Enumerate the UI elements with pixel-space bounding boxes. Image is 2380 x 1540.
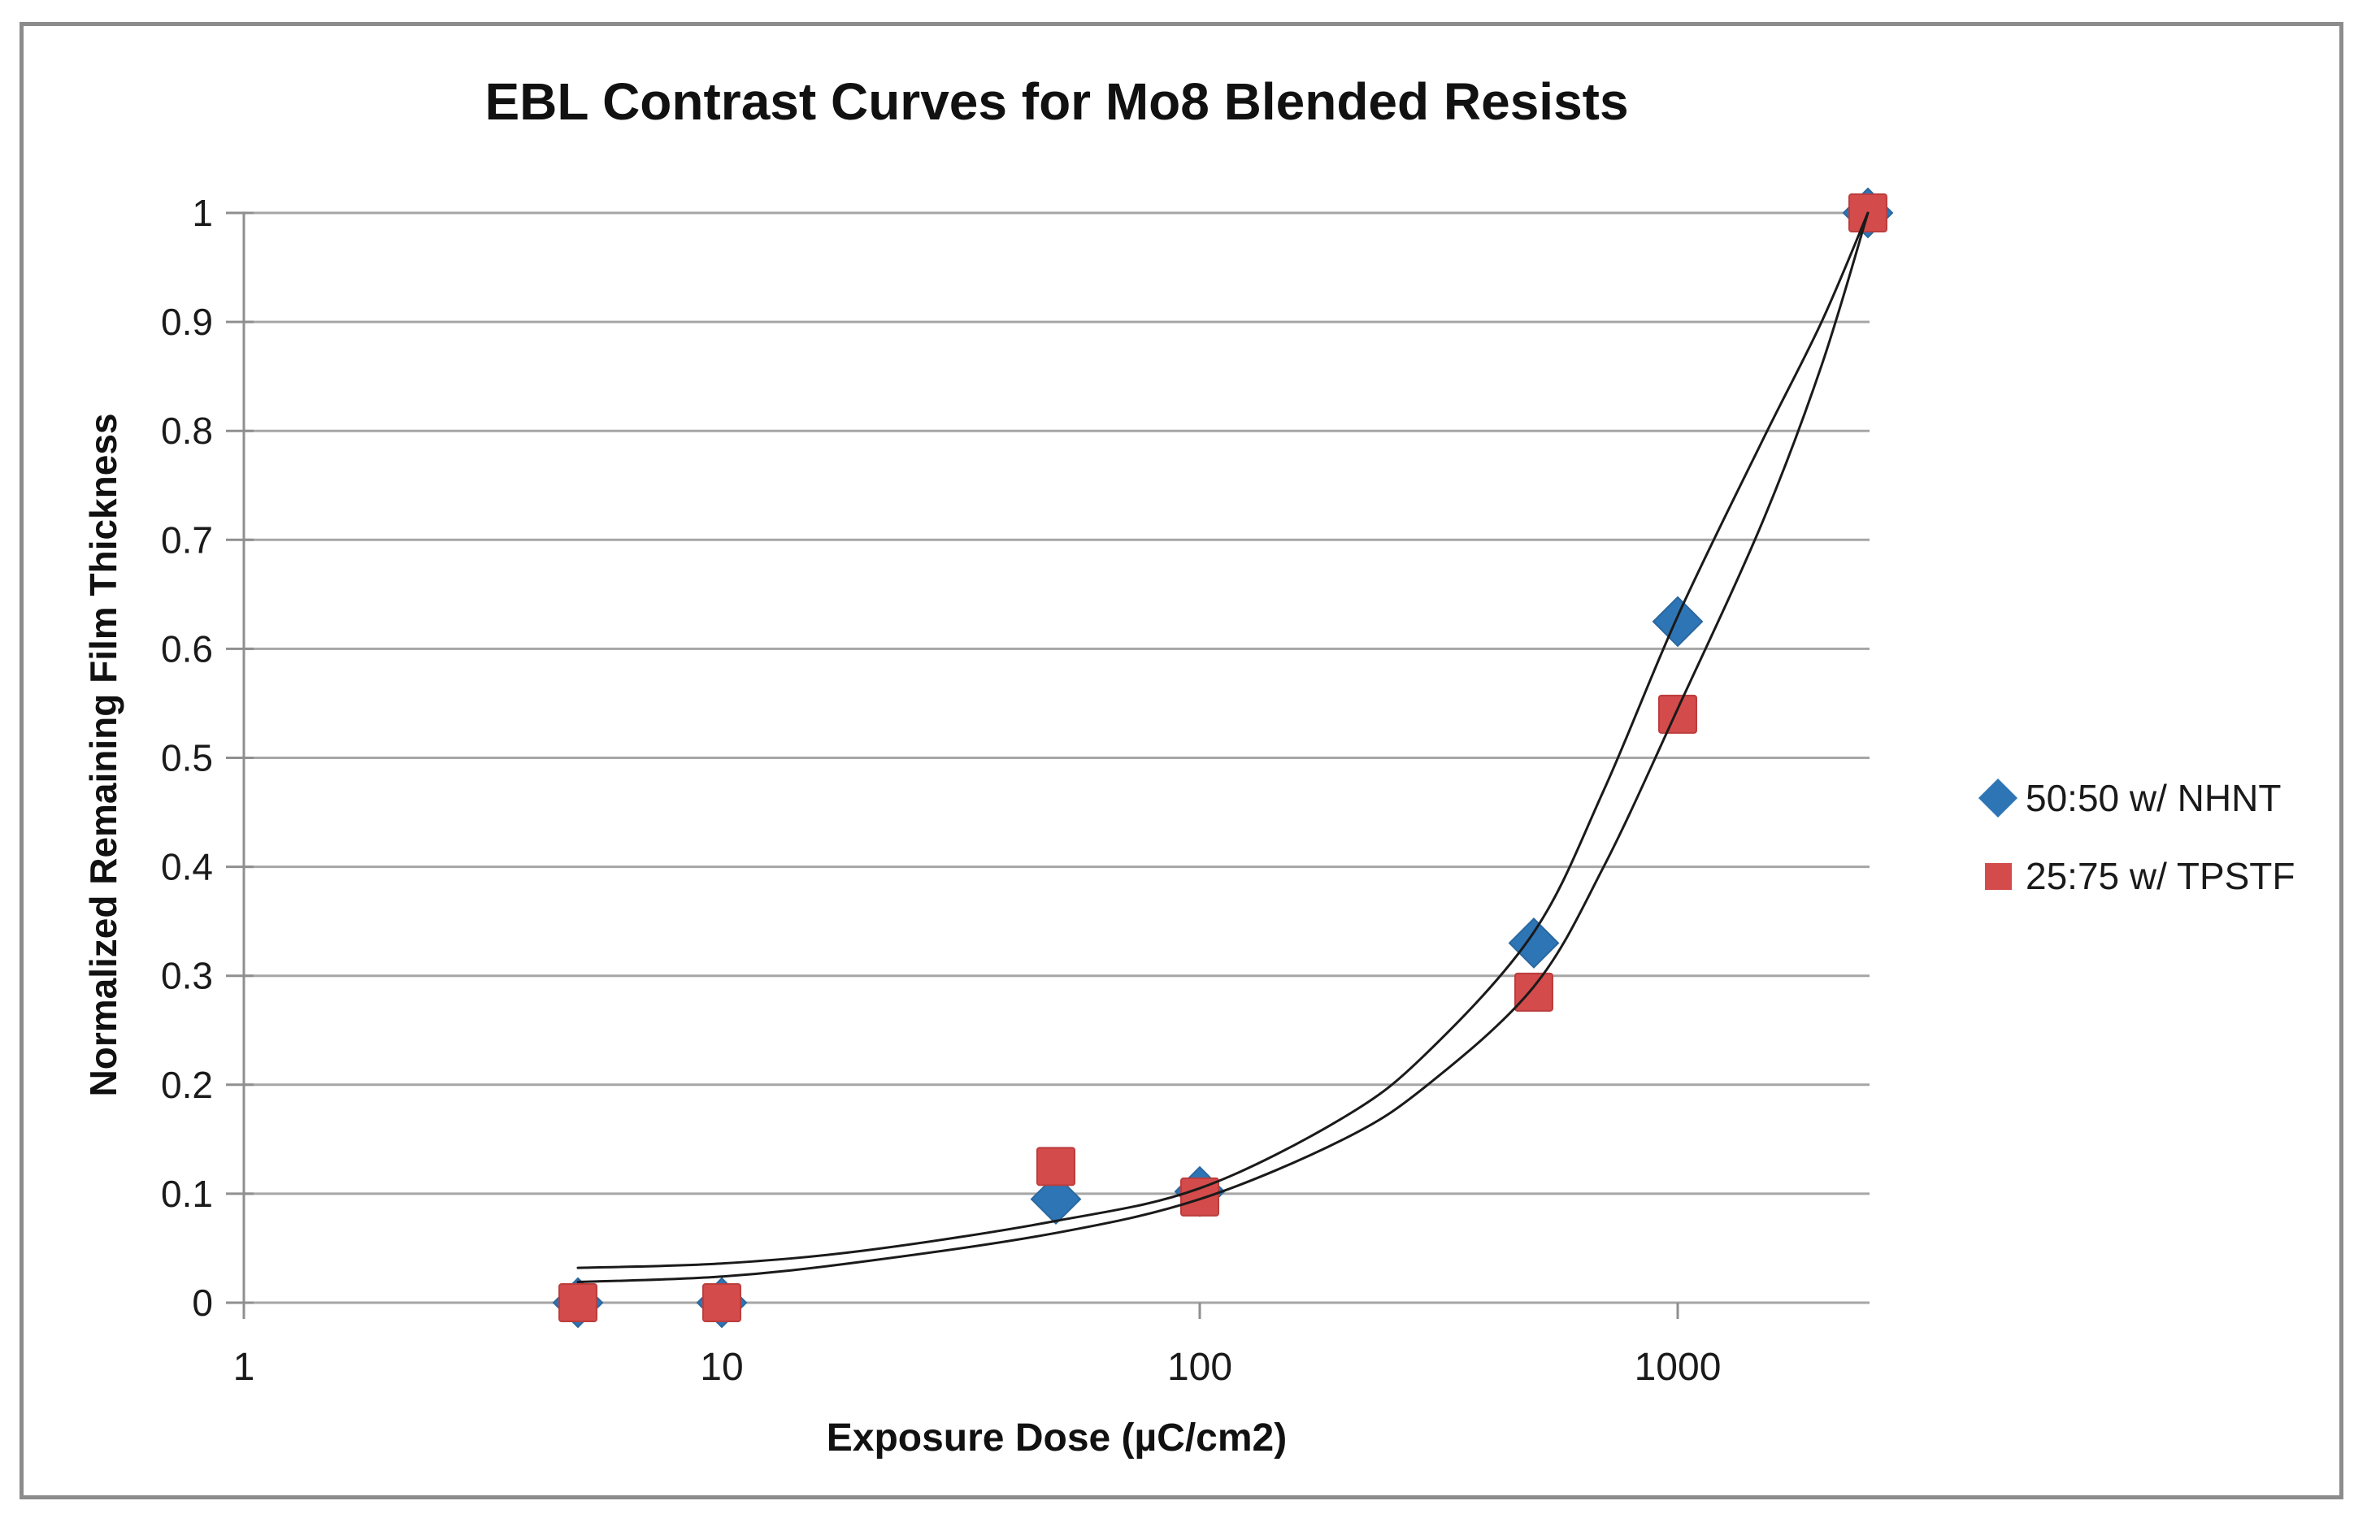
data-point-marker	[1514, 972, 1553, 1012]
data-point-marker	[1180, 1177, 1219, 1217]
data-point-marker	[558, 1283, 597, 1322]
data-point-marker	[1652, 596, 1704, 648]
y-tick-label: 0.2	[161, 1064, 213, 1106]
y-tick-label: 0.5	[161, 737, 213, 779]
legend: 50:50 w/ NHNT 25:75 w/ TPSTF	[1974, 770, 2315, 926]
data-point-marker	[702, 1283, 741, 1322]
y-tick-label: 0.3	[161, 955, 213, 997]
data-point-marker	[1658, 694, 1697, 734]
data-point-marker	[1036, 1147, 1075, 1186]
data-point-marker	[1508, 917, 1560, 969]
y-axis-title: Normalized Remaining Film Thickness	[82, 413, 124, 1097]
legend-item: 50:50 w/ NHNT	[1974, 770, 2315, 826]
y-tick-label: 0.4	[161, 846, 213, 888]
trendline-curve	[576, 211, 1870, 1269]
y-tick-label: 0.9	[161, 301, 213, 343]
data-point-marker	[1030, 1173, 1082, 1225]
legend-diamond-icon	[1974, 774, 2022, 822]
trendline-curve	[576, 211, 1870, 1284]
y-tick-label: 0.7	[161, 518, 213, 561]
x-tick-label: 1000	[1635, 1346, 1722, 1389]
y-tick-label: 0	[192, 1282, 213, 1324]
x-tick-label: 1	[233, 1346, 255, 1389]
x-tick-label: 10	[700, 1346, 743, 1389]
y-tick-label: 1	[192, 192, 213, 234]
legend-square-icon	[1974, 852, 2022, 900]
x-tick-label: 100	[1167, 1346, 1232, 1389]
legend-item-label: 50:50 w/ NHNT	[2026, 777, 2282, 819]
legend-item-label: 25:75 w/ TPSTF	[2026, 855, 2295, 897]
x-axis-title: Exposure Dose (µC/cm2)	[826, 1416, 1288, 1460]
y-tick-label: 0.6	[161, 627, 213, 670]
legend-item: 25:75 w/ TPSTF	[1974, 848, 2315, 904]
chart-border-frame	[20, 22, 2343, 1499]
chart-title: EBL Contrast Curves for Mo8 Blended Resi…	[484, 72, 1629, 131]
y-tick-label: 0.1	[161, 1173, 213, 1215]
y-tick-label: 0.8	[161, 410, 213, 452]
